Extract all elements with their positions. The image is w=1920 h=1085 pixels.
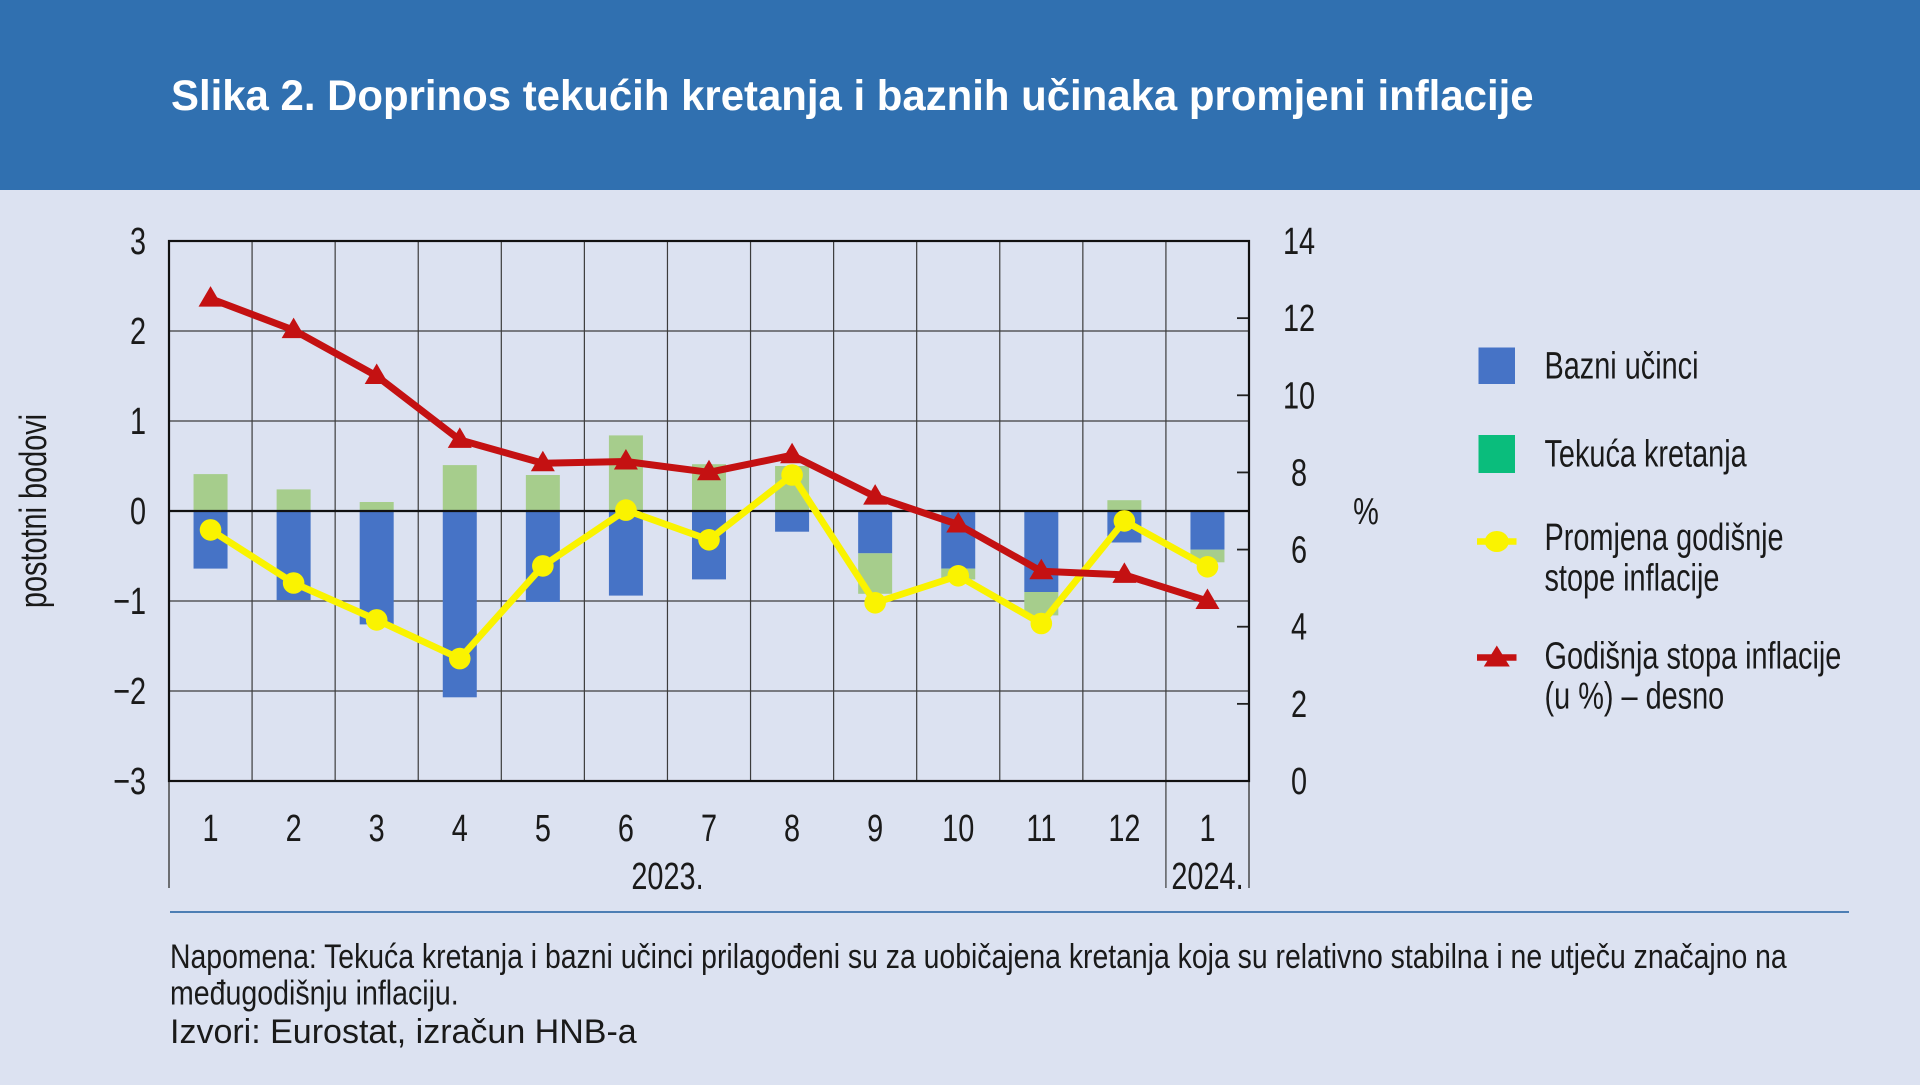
svg-text:3: 3 (130, 220, 146, 263)
svg-text:0: 0 (130, 490, 146, 533)
svg-text:Bazni učinci: Bazni učinci (1545, 345, 1699, 388)
svg-text:2024.: 2024. (1171, 855, 1243, 898)
svg-text:Promjena godišnje: Promjena godišnje (1545, 516, 1784, 559)
svg-text:3: 3 (369, 807, 385, 850)
svg-text:2: 2 (130, 310, 146, 353)
svg-text:postotni bodovi: postotni bodovi (12, 414, 55, 608)
svg-text:2023.: 2023. (631, 855, 703, 898)
svg-text:stope inflacije: stope inflacije (1545, 557, 1720, 600)
svg-text:12: 12 (1108, 807, 1140, 850)
svg-text:6: 6 (1291, 529, 1307, 572)
svg-text:2: 2 (1291, 683, 1307, 726)
svg-text:2: 2 (286, 807, 302, 850)
svg-text:1: 1 (1199, 807, 1215, 850)
svg-text:Tekuća kretanja: Tekuća kretanja (1545, 433, 1747, 476)
svg-text:10: 10 (942, 807, 974, 850)
svg-text:11: 11 (1026, 807, 1056, 850)
svg-text:7: 7 (701, 807, 717, 850)
svg-text:(u %) – desno: (u %) – desno (1545, 675, 1725, 718)
svg-text:1: 1 (203, 807, 219, 850)
svg-text:−3: −3 (113, 760, 146, 803)
svg-text:Godišnja stopa inflacije: Godišnja stopa inflacije (1545, 635, 1842, 678)
svg-text:međugodišnju inflaciju.: međugodišnju inflaciju. (170, 974, 459, 1012)
svg-text:8: 8 (784, 807, 800, 850)
svg-text:Slika 2. Doprinos tekućih kret: Slika 2. Doprinos tekućih kretanja i baz… (171, 72, 1534, 120)
svg-text:4: 4 (1291, 606, 1307, 649)
svg-text:14: 14 (1283, 220, 1315, 263)
svg-text:10: 10 (1283, 375, 1315, 418)
svg-text:−2: −2 (113, 670, 146, 713)
svg-text:12: 12 (1283, 297, 1315, 340)
svg-text:−1: −1 (113, 580, 146, 623)
svg-text:5: 5 (535, 807, 551, 850)
svg-text:%: % (1353, 490, 1379, 533)
svg-text:9: 9 (867, 807, 883, 850)
svg-text:0: 0 (1291, 760, 1307, 803)
svg-text:1: 1 (130, 400, 146, 443)
svg-text:4: 4 (452, 807, 468, 850)
svg-text:6: 6 (618, 807, 634, 850)
svg-text:8: 8 (1291, 452, 1307, 495)
svg-text:Napomena: Tekuća kretanja i ba: Napomena: Tekuća kretanja i bazni učinci… (170, 938, 1787, 976)
svg-text:Izvori: Eurostat, izračun HNB-: Izvori: Eurostat, izračun HNB-a (170, 1013, 637, 1051)
